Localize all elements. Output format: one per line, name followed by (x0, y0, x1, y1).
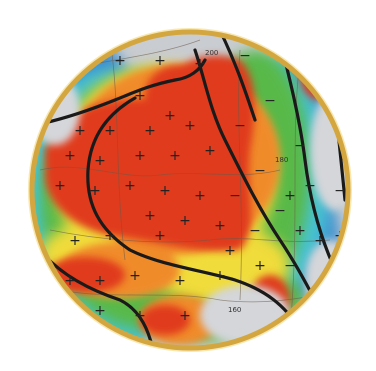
contour-southwest (38, 248, 157, 348)
plus-marker: + (214, 218, 226, 234)
minus-marker: − (294, 138, 306, 154)
plus-marker: + (179, 213, 191, 229)
plus-marker: + (169, 148, 181, 164)
contour-loop (86, 96, 302, 332)
fault-line-main (193, 48, 332, 332)
plus-marker: + (194, 188, 206, 204)
plus-marker: + (64, 273, 76, 289)
plus-marker: + (184, 118, 196, 134)
plus-marker: + (144, 208, 156, 224)
minus-marker: − (234, 118, 246, 134)
plus-marker: + (159, 183, 171, 199)
plus-marker: + (314, 233, 326, 249)
plus-marker: + (254, 258, 266, 274)
plus-markers: + + ++++ + + ++ + + + ++ + + + ++ + ++ + +++ + + + +++++ + ++ + (54, 53, 346, 324)
plus-marker: + (224, 243, 236, 259)
minus-marker: − (284, 258, 296, 274)
label-sample-b: 180 (275, 156, 288, 164)
plus-marker: + (124, 178, 136, 194)
label-sample-a: 200 (205, 49, 218, 57)
minus-marker: − (239, 48, 251, 64)
plus-marker: + (129, 268, 141, 284)
plus-marker: + (74, 123, 86, 139)
plus-marker: + (94, 273, 106, 289)
minus-marker: − (264, 93, 276, 109)
minus-marker: − (334, 183, 346, 199)
plus-marker: + (164, 108, 176, 124)
plus-marker: + (134, 88, 146, 104)
plus-marker: + (94, 303, 106, 319)
label-sample-c: 160 (228, 306, 241, 314)
plus-marker: + (154, 53, 166, 69)
minus-marker: − (229, 188, 241, 204)
plus-marker: + (294, 223, 306, 239)
plus-marker: + (204, 143, 216, 159)
plus-marker: + (194, 56, 206, 72)
plus-marker: + (284, 188, 296, 204)
plus-marker: + (114, 53, 126, 69)
plus-marker: + (89, 183, 101, 199)
bold-contours (33, 32, 347, 348)
minus-marker: − (274, 203, 286, 219)
plus-marker: + (94, 153, 106, 169)
plus-marker: + (134, 148, 146, 164)
plus-marker: + (174, 273, 186, 289)
map-frame (29, 29, 351, 351)
plus-marker: + (144, 123, 156, 139)
plus-marker: + (179, 308, 191, 324)
fault-line-east (278, 38, 342, 282)
minus-marker: − (254, 163, 266, 179)
plus-marker: + (154, 228, 166, 244)
plus-marker: + (134, 308, 146, 324)
plus-marker: + (64, 148, 76, 164)
plus-marker: + (104, 123, 116, 139)
minus-marker: − (249, 223, 261, 239)
map-content: + + ++++ + + ++ + + + ++ + + + ++ + ++ + +++ + + + +++++ + ++ + … (32, 32, 348, 348)
plus-marker: + (104, 228, 116, 244)
plus-marker: + (214, 268, 226, 284)
contour-north (33, 58, 207, 127)
small-labels: 200 180 160 (205, 49, 288, 314)
minus-marker: − (304, 178, 316, 194)
plus-marker: + (54, 178, 66, 194)
plus-marker: + (69, 233, 81, 249)
